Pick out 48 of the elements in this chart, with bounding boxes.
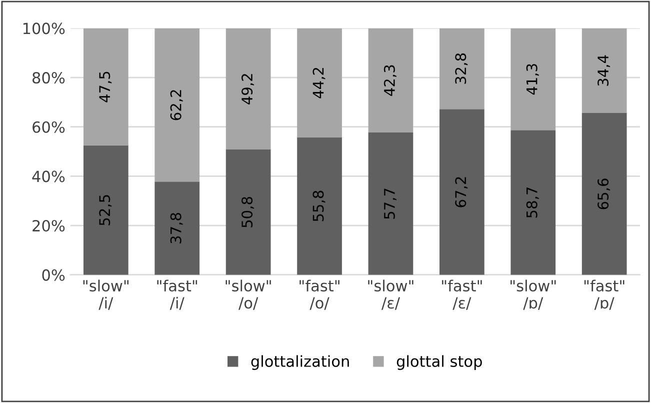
data-label: 47,5 [99,72,112,102]
bar [154,28,200,182]
y-tick-label: 100% [23,22,65,34]
y-tick-label: 80% [32,72,65,84]
legend-label: glottal stop [396,355,482,370]
x-tick-label: "slow" /ɛ/ [368,280,414,310]
data-label: 52,5 [99,195,112,226]
bar [582,28,627,114]
data-label: 41,3 [526,64,539,95]
bar [83,145,128,275]
x-tick-label: "slow" /ɒ/ [510,280,556,310]
x-tick-label: "fast" /o/ [300,280,340,310]
data-label: 62,2 [170,90,183,120]
bar [439,109,484,275]
data-label: 34,4 [598,55,610,86]
bar [439,28,484,110]
bar [510,130,556,275]
data-label: 42,3 [384,65,396,96]
data-label: 55,8 [312,190,326,222]
data-label: 49,2 [242,74,254,104]
bar [154,182,200,275]
bar [582,113,627,275]
data-label: 32,8 [455,53,468,84]
x-tick-label: "slow" /i/ [83,280,128,310]
data-label: 57,7 [384,188,396,219]
bar [368,28,414,133]
x-tick-label: "slow" /o/ [226,280,271,310]
bar [297,137,342,275]
data-label: 58,7 [526,187,539,218]
y-tick-label: 0% [42,269,65,281]
bar [226,150,271,275]
bar [510,28,556,130]
data-label: 65,6 [598,178,610,210]
data-label: 37,8 [170,212,183,244]
x-tick-label: "fast" /i/ [157,280,198,310]
x-tick-label: "fast" /ɒ/ [584,280,624,310]
y-tick-label: 40% [32,170,65,182]
bar [226,28,271,150]
legend-label: glottalization [251,355,349,370]
y-tick-label: 20% [32,220,65,232]
y-tick-label: 60% [32,121,65,133]
bar [297,28,342,138]
data-label: 67,2 [455,177,468,208]
data-label: 50,8 [242,196,254,228]
bar [368,132,414,275]
x-tick-label: "fast" /ɛ/ [442,280,482,310]
data-label: 44,2 [312,68,326,98]
bar [83,28,128,146]
